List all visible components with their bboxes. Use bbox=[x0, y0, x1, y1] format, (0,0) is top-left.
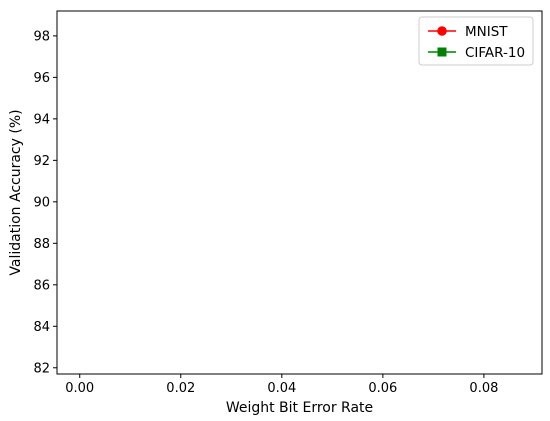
y-tick-label: 90 bbox=[33, 195, 50, 210]
plot-frame bbox=[56, 10, 543, 375]
x-tick-label: 0.06 bbox=[368, 381, 397, 396]
legend-box bbox=[418, 16, 534, 66]
y-tick-label: 88 bbox=[33, 237, 50, 252]
legend-marker bbox=[437, 47, 447, 57]
x-tick-label: 0.04 bbox=[267, 381, 296, 396]
x-tick-label: 0.00 bbox=[65, 381, 94, 396]
y-tick-label: 86 bbox=[33, 278, 50, 293]
x-axis-label: Weight Bit Error Rate bbox=[226, 400, 373, 416]
x-tick-label: 0.02 bbox=[166, 381, 195, 396]
y-tick-label: 94 bbox=[33, 112, 50, 127]
y-axis-label: Validation Accuracy (%) bbox=[8, 109, 24, 275]
axes: 0.00 0.02 0.04 0.06 0.08 82 84 86 88 90 92 94 96 98 bbox=[33, 10, 543, 396]
x-tick-label: 0.08 bbox=[469, 381, 498, 396]
y-tick-label: 98 bbox=[33, 29, 50, 44]
y-tick-label: 84 bbox=[33, 320, 50, 335]
legend: MNIST CIFAR-10 bbox=[418, 16, 534, 66]
y-tick-label: 92 bbox=[33, 154, 50, 169]
y-tick-label: 82 bbox=[33, 361, 50, 376]
legend-label: MNIST bbox=[465, 24, 508, 40]
y-tick-label: 96 bbox=[33, 71, 50, 86]
legend-label: CIFAR-10 bbox=[465, 45, 525, 61]
legend-marker bbox=[437, 26, 447, 36]
